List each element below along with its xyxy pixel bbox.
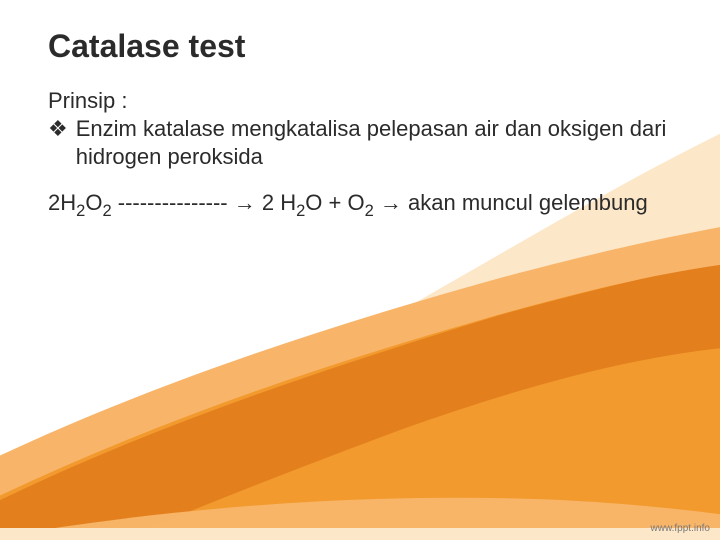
slide-title: Catalase test (48, 28, 672, 65)
bullet-item: ❖ Enzim katalase mengkatalisa pelepasan … (48, 115, 672, 171)
diamond-bullet-icon: ❖ (48, 115, 68, 143)
arrow-icon: → (380, 190, 402, 215)
arrow-icon: → (234, 190, 256, 215)
principle-block: Prinsip : ❖ Enzim katalase mengkatalisa … (48, 87, 672, 171)
slide: Catalase test Prinsip : ❖ Enzim katalase… (0, 0, 720, 540)
slide-content: Catalase test Prinsip : ❖ Enzim katalase… (0, 0, 720, 236)
bullet-text: Enzim katalase mengkatalisa pelepasan ai… (76, 115, 672, 171)
equation-block: 2H2O2 --------------- → 2 H2O + O2 → aka… (48, 189, 672, 217)
slide-body: Prinsip : ❖ Enzim katalase mengkatalisa … (48, 87, 672, 218)
footer-attribution: www.fppt.info (651, 523, 710, 534)
equation-text: 2H2O2 --------------- → 2 H2O + O2 → aka… (48, 190, 648, 215)
principle-label: Prinsip : (48, 87, 672, 115)
